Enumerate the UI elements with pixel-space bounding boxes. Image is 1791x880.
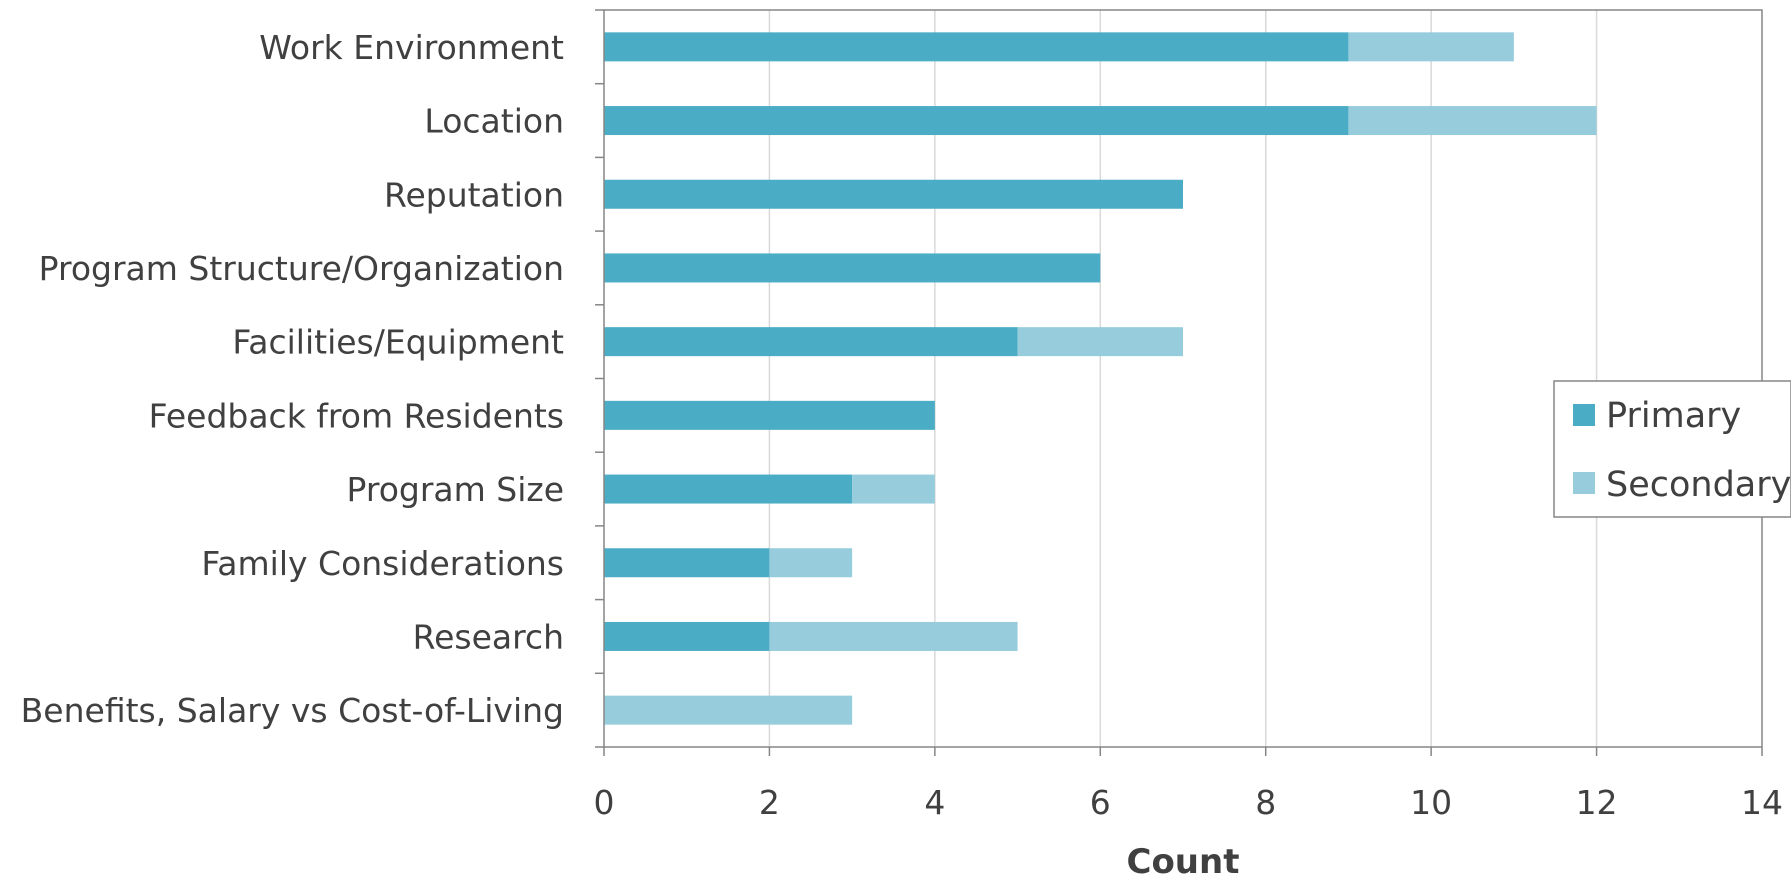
bar-primary — [604, 179, 1183, 209]
axes — [595, 9, 1763, 756]
bar-secondary — [1348, 106, 1597, 136]
bar-secondary — [1017, 327, 1183, 357]
x-tick-label: 2 — [759, 783, 780, 822]
bar-primary — [604, 106, 1349, 136]
x-tick-label: 0 — [594, 783, 615, 822]
bar-secondary — [769, 548, 853, 578]
bar-secondary — [769, 621, 1018, 651]
category-label: Benefits, Salary vs Cost-of-Living — [21, 691, 564, 730]
bar-secondary — [1348, 32, 1514, 62]
category-label: Research — [413, 617, 564, 656]
bar-secondary — [604, 695, 853, 725]
x-tick-label: 14 — [1741, 783, 1783, 822]
x-tick-label: 12 — [1576, 783, 1618, 822]
legend-swatch-secondary — [1573, 472, 1595, 494]
bar-primary — [604, 548, 770, 578]
bar-primary — [604, 474, 853, 504]
category-label: Work Environment — [259, 28, 564, 67]
x-tick-labels: 0 2 4 6 8 10 12 14 — [594, 783, 1784, 822]
legend: Primary Secondary — [1553, 380, 1791, 518]
x-tick-label: 8 — [1255, 783, 1276, 822]
category-label: Program Structure/Organization — [39, 249, 564, 288]
x-tick-label: 4 — [924, 783, 945, 822]
bar-primary — [604, 32, 1349, 62]
legend-label-secondary: Secondary — [1606, 465, 1791, 505]
category-label: Reputation — [384, 175, 564, 214]
category-label: Program Size — [347, 470, 564, 509]
category-label: Facilities/Equipment — [232, 323, 564, 362]
legend-swatch-primary — [1573, 404, 1595, 426]
legend-label-primary: Primary — [1606, 396, 1741, 436]
x-tick-label: 6 — [1090, 783, 1111, 822]
bar-primary — [604, 400, 935, 430]
category-label: Feedback from Residents — [149, 396, 564, 435]
category-label: Family Considerations — [201, 544, 564, 583]
category-labels: Work Environment Location Reputation Progra… — [21, 28, 564, 730]
legend-box — [1553, 380, 1791, 518]
bar-primary — [604, 253, 1101, 283]
category-label: Location — [424, 102, 564, 141]
bar-primary — [604, 621, 770, 651]
bars — [604, 32, 1597, 725]
bar-primary — [604, 327, 1018, 357]
x-axis-title: Count — [1127, 842, 1240, 880]
bar-secondary — [852, 474, 935, 504]
x-tick-label: 10 — [1410, 783, 1452, 822]
